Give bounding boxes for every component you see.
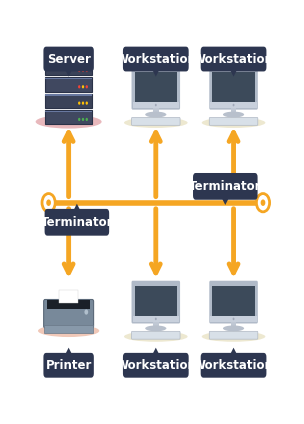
Bar <box>210 316 257 322</box>
Polygon shape <box>151 348 161 357</box>
Bar <box>153 320 159 328</box>
Text: Printer: Printer <box>45 359 92 372</box>
Polygon shape <box>151 67 161 77</box>
Polygon shape <box>64 348 73 357</box>
Polygon shape <box>229 348 238 357</box>
FancyBboxPatch shape <box>209 281 258 324</box>
Ellipse shape <box>36 115 102 128</box>
Bar <box>133 316 179 322</box>
Text: Terminator: Terminator <box>41 216 113 229</box>
FancyBboxPatch shape <box>123 47 189 72</box>
Polygon shape <box>229 67 238 77</box>
Circle shape <box>233 318 234 320</box>
Ellipse shape <box>145 112 166 117</box>
Circle shape <box>233 104 234 106</box>
Circle shape <box>261 199 265 206</box>
Circle shape <box>155 318 157 320</box>
Circle shape <box>155 104 157 106</box>
FancyBboxPatch shape <box>209 67 258 110</box>
Bar <box>210 102 257 108</box>
Circle shape <box>78 101 80 105</box>
Text: Workstation: Workstation <box>115 53 196 66</box>
Ellipse shape <box>202 331 265 342</box>
Bar <box>45 95 92 96</box>
Circle shape <box>78 118 80 121</box>
Circle shape <box>42 193 55 212</box>
Circle shape <box>78 69 80 72</box>
Ellipse shape <box>202 117 265 128</box>
FancyBboxPatch shape <box>193 173 257 200</box>
Bar <box>133 102 179 108</box>
Circle shape <box>86 85 88 89</box>
Polygon shape <box>64 67 73 77</box>
FancyBboxPatch shape <box>201 353 266 378</box>
Ellipse shape <box>38 325 99 337</box>
FancyBboxPatch shape <box>43 353 94 378</box>
FancyBboxPatch shape <box>45 77 92 92</box>
Ellipse shape <box>124 331 188 342</box>
Text: Terminator: Terminator <box>189 180 261 193</box>
Text: Workstation: Workstation <box>193 359 274 372</box>
Bar <box>231 320 237 328</box>
Ellipse shape <box>223 112 244 117</box>
Polygon shape <box>221 196 230 205</box>
Circle shape <box>82 85 84 89</box>
Ellipse shape <box>223 326 244 331</box>
FancyBboxPatch shape <box>43 47 94 72</box>
FancyBboxPatch shape <box>45 209 109 236</box>
FancyBboxPatch shape <box>132 281 180 324</box>
Text: Workstation: Workstation <box>193 53 274 66</box>
Bar <box>212 72 255 106</box>
Bar <box>153 106 159 114</box>
Ellipse shape <box>124 117 188 128</box>
Text: Workstation: Workstation <box>115 359 196 372</box>
Bar <box>47 301 90 309</box>
Bar <box>44 325 93 333</box>
FancyBboxPatch shape <box>44 299 94 328</box>
Circle shape <box>82 118 84 121</box>
Circle shape <box>256 193 270 212</box>
Circle shape <box>78 85 80 89</box>
Text: Server: Server <box>47 53 91 66</box>
FancyBboxPatch shape <box>132 331 180 339</box>
FancyBboxPatch shape <box>45 61 92 75</box>
Circle shape <box>82 101 84 105</box>
Ellipse shape <box>145 326 166 331</box>
FancyBboxPatch shape <box>45 110 92 124</box>
Circle shape <box>86 118 88 121</box>
FancyBboxPatch shape <box>201 47 266 72</box>
FancyBboxPatch shape <box>132 67 180 110</box>
Polygon shape <box>72 204 81 213</box>
Circle shape <box>46 199 51 206</box>
Circle shape <box>82 69 84 72</box>
FancyBboxPatch shape <box>45 94 92 108</box>
Bar <box>45 78 92 79</box>
FancyBboxPatch shape <box>209 117 258 126</box>
Bar <box>45 62 92 63</box>
Bar <box>45 111 92 112</box>
Bar <box>59 290 78 303</box>
Bar <box>231 106 237 114</box>
Bar <box>135 286 177 320</box>
Bar <box>135 72 177 106</box>
FancyBboxPatch shape <box>209 331 258 339</box>
Circle shape <box>85 310 88 315</box>
Circle shape <box>86 101 88 105</box>
Circle shape <box>86 69 88 72</box>
Bar <box>212 286 255 320</box>
FancyBboxPatch shape <box>132 117 180 126</box>
FancyBboxPatch shape <box>123 353 189 378</box>
